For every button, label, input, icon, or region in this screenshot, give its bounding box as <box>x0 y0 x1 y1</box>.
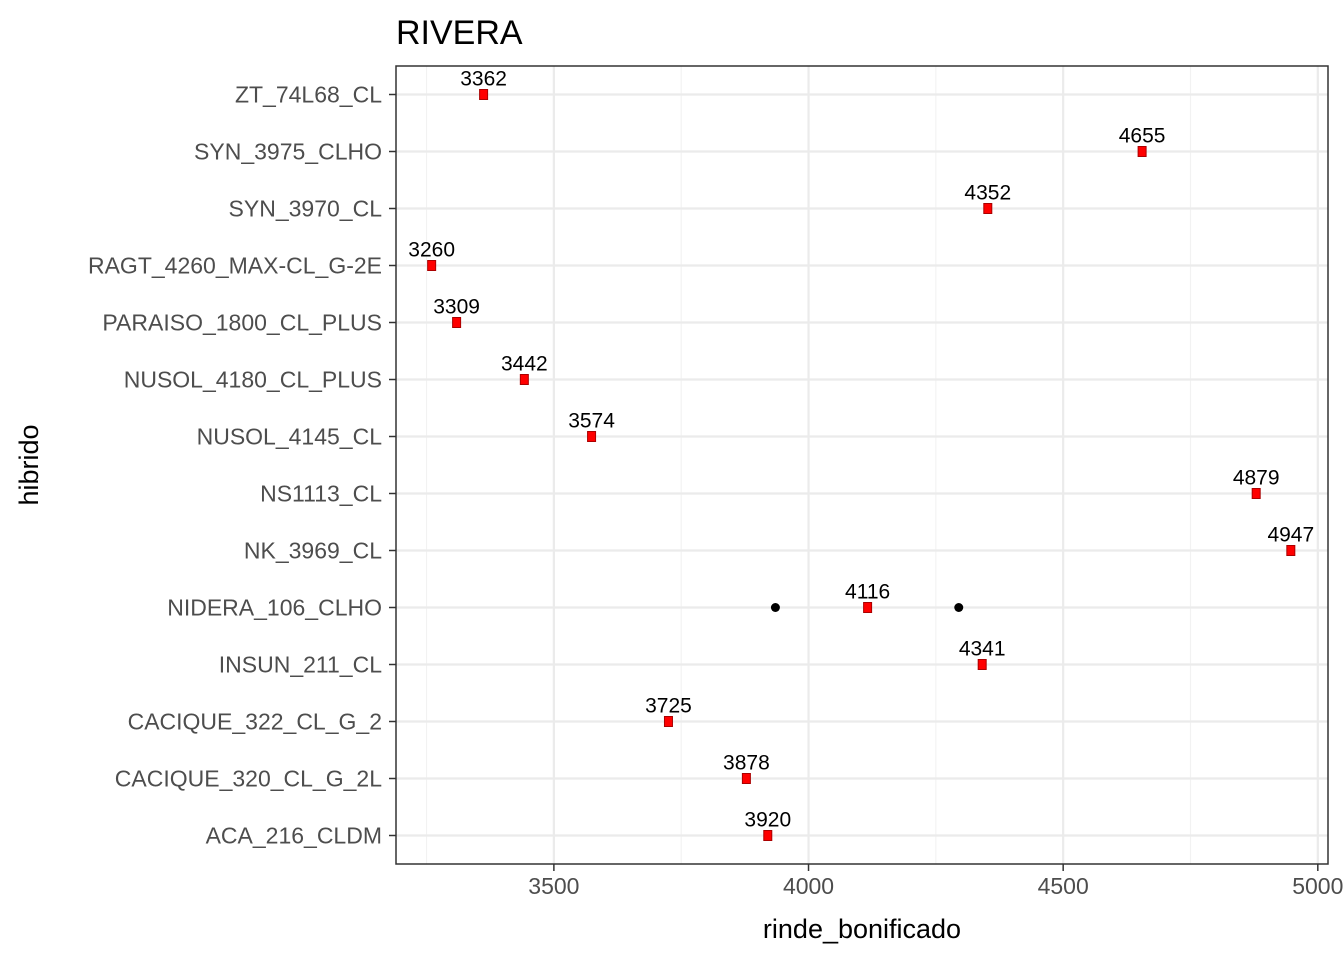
data-label: 4655 <box>1119 125 1166 148</box>
extra-data-point <box>954 603 964 612</box>
y-tick-label: CACIQUE_320_CL_G_2L <box>115 766 382 792</box>
data-label: 3309 <box>433 296 480 319</box>
y-axis-title: hibrido <box>14 424 44 505</box>
x-axis: 3500 4000 4500 5000 <box>528 864 1343 899</box>
data-point <box>663 716 673 727</box>
x-tick-label: 4500 <box>1038 873 1089 899</box>
y-axis: ACA_216_CLDM CACIQUE_320_CL_G_2L CACIQUE_3… <box>88 82 396 849</box>
data-label: 4116 <box>845 581 890 604</box>
y-tick-label: PARAISO_1800_CL_PLUS <box>102 310 382 336</box>
data-point <box>977 659 987 670</box>
data-point <box>479 89 489 100</box>
data-label: 3442 <box>501 353 548 376</box>
data-label: 3362 <box>460 68 507 91</box>
y-tick-label: SYN_3970_CL <box>229 196 383 222</box>
data-point <box>587 431 597 442</box>
x-tick-label: 3500 <box>528 873 579 899</box>
x-tick-label: 4000 <box>783 873 834 899</box>
data-point <box>763 830 773 841</box>
chart-title: RIVERA <box>396 14 523 52</box>
y-tick-label: NUSOL_4180_CL_PLUS <box>124 367 382 393</box>
data-labels: 3920 3878 3725 4341 4116 4947 4879 3574 3442 3309… <box>408 68 1314 832</box>
grid <box>396 66 1328 864</box>
data-point <box>519 374 529 385</box>
data-point <box>427 260 437 271</box>
data-point <box>1251 488 1261 499</box>
y-tick-label: ZT_74L68_CL <box>235 82 382 108</box>
y-tick-label: NS1113_CL <box>260 481 382 507</box>
data-point <box>983 203 993 214</box>
data-label: 3878 <box>723 752 770 775</box>
y-tick-label: RAGT_4260_MAX-CL_G-2E <box>88 253 382 279</box>
extra-data-point <box>770 603 780 612</box>
y-tick-label: NUSOL_4145_CL <box>197 424 383 450</box>
data-label: 4341 <box>959 638 1006 661</box>
y-tick-label: ACA_216_CLDM <box>206 823 382 849</box>
data-point <box>741 773 751 784</box>
data-label: 3725 <box>645 695 692 718</box>
data-label: 4947 <box>1267 524 1314 547</box>
y-tick-label: INSUN_211_CL <box>219 652 382 678</box>
data-label: 3920 <box>744 809 791 832</box>
data-label: 4879 <box>1233 467 1280 490</box>
data-point <box>1137 146 1147 157</box>
y-tick-label: SYN_3975_CLHO <box>194 139 382 165</box>
x-tick-label: 5000 <box>1292 873 1343 899</box>
data-point <box>1286 545 1296 556</box>
data-point <box>452 317 462 328</box>
y-tick-label: NIDERA_106_CLHO <box>167 595 382 621</box>
data-label: 4352 <box>964 182 1011 205</box>
data-point <box>863 602 873 613</box>
points <box>427 89 1296 841</box>
x-axis-title: rinde_bonificado <box>763 914 961 944</box>
data-label: 3574 <box>568 410 615 433</box>
y-tick-label: NK_3969_CL <box>244 538 382 564</box>
y-tick-label: CACIQUE_322_CL_G_2 <box>128 709 382 735</box>
panel-border <box>395 65 1329 865</box>
data-label: 3260 <box>408 239 455 262</box>
